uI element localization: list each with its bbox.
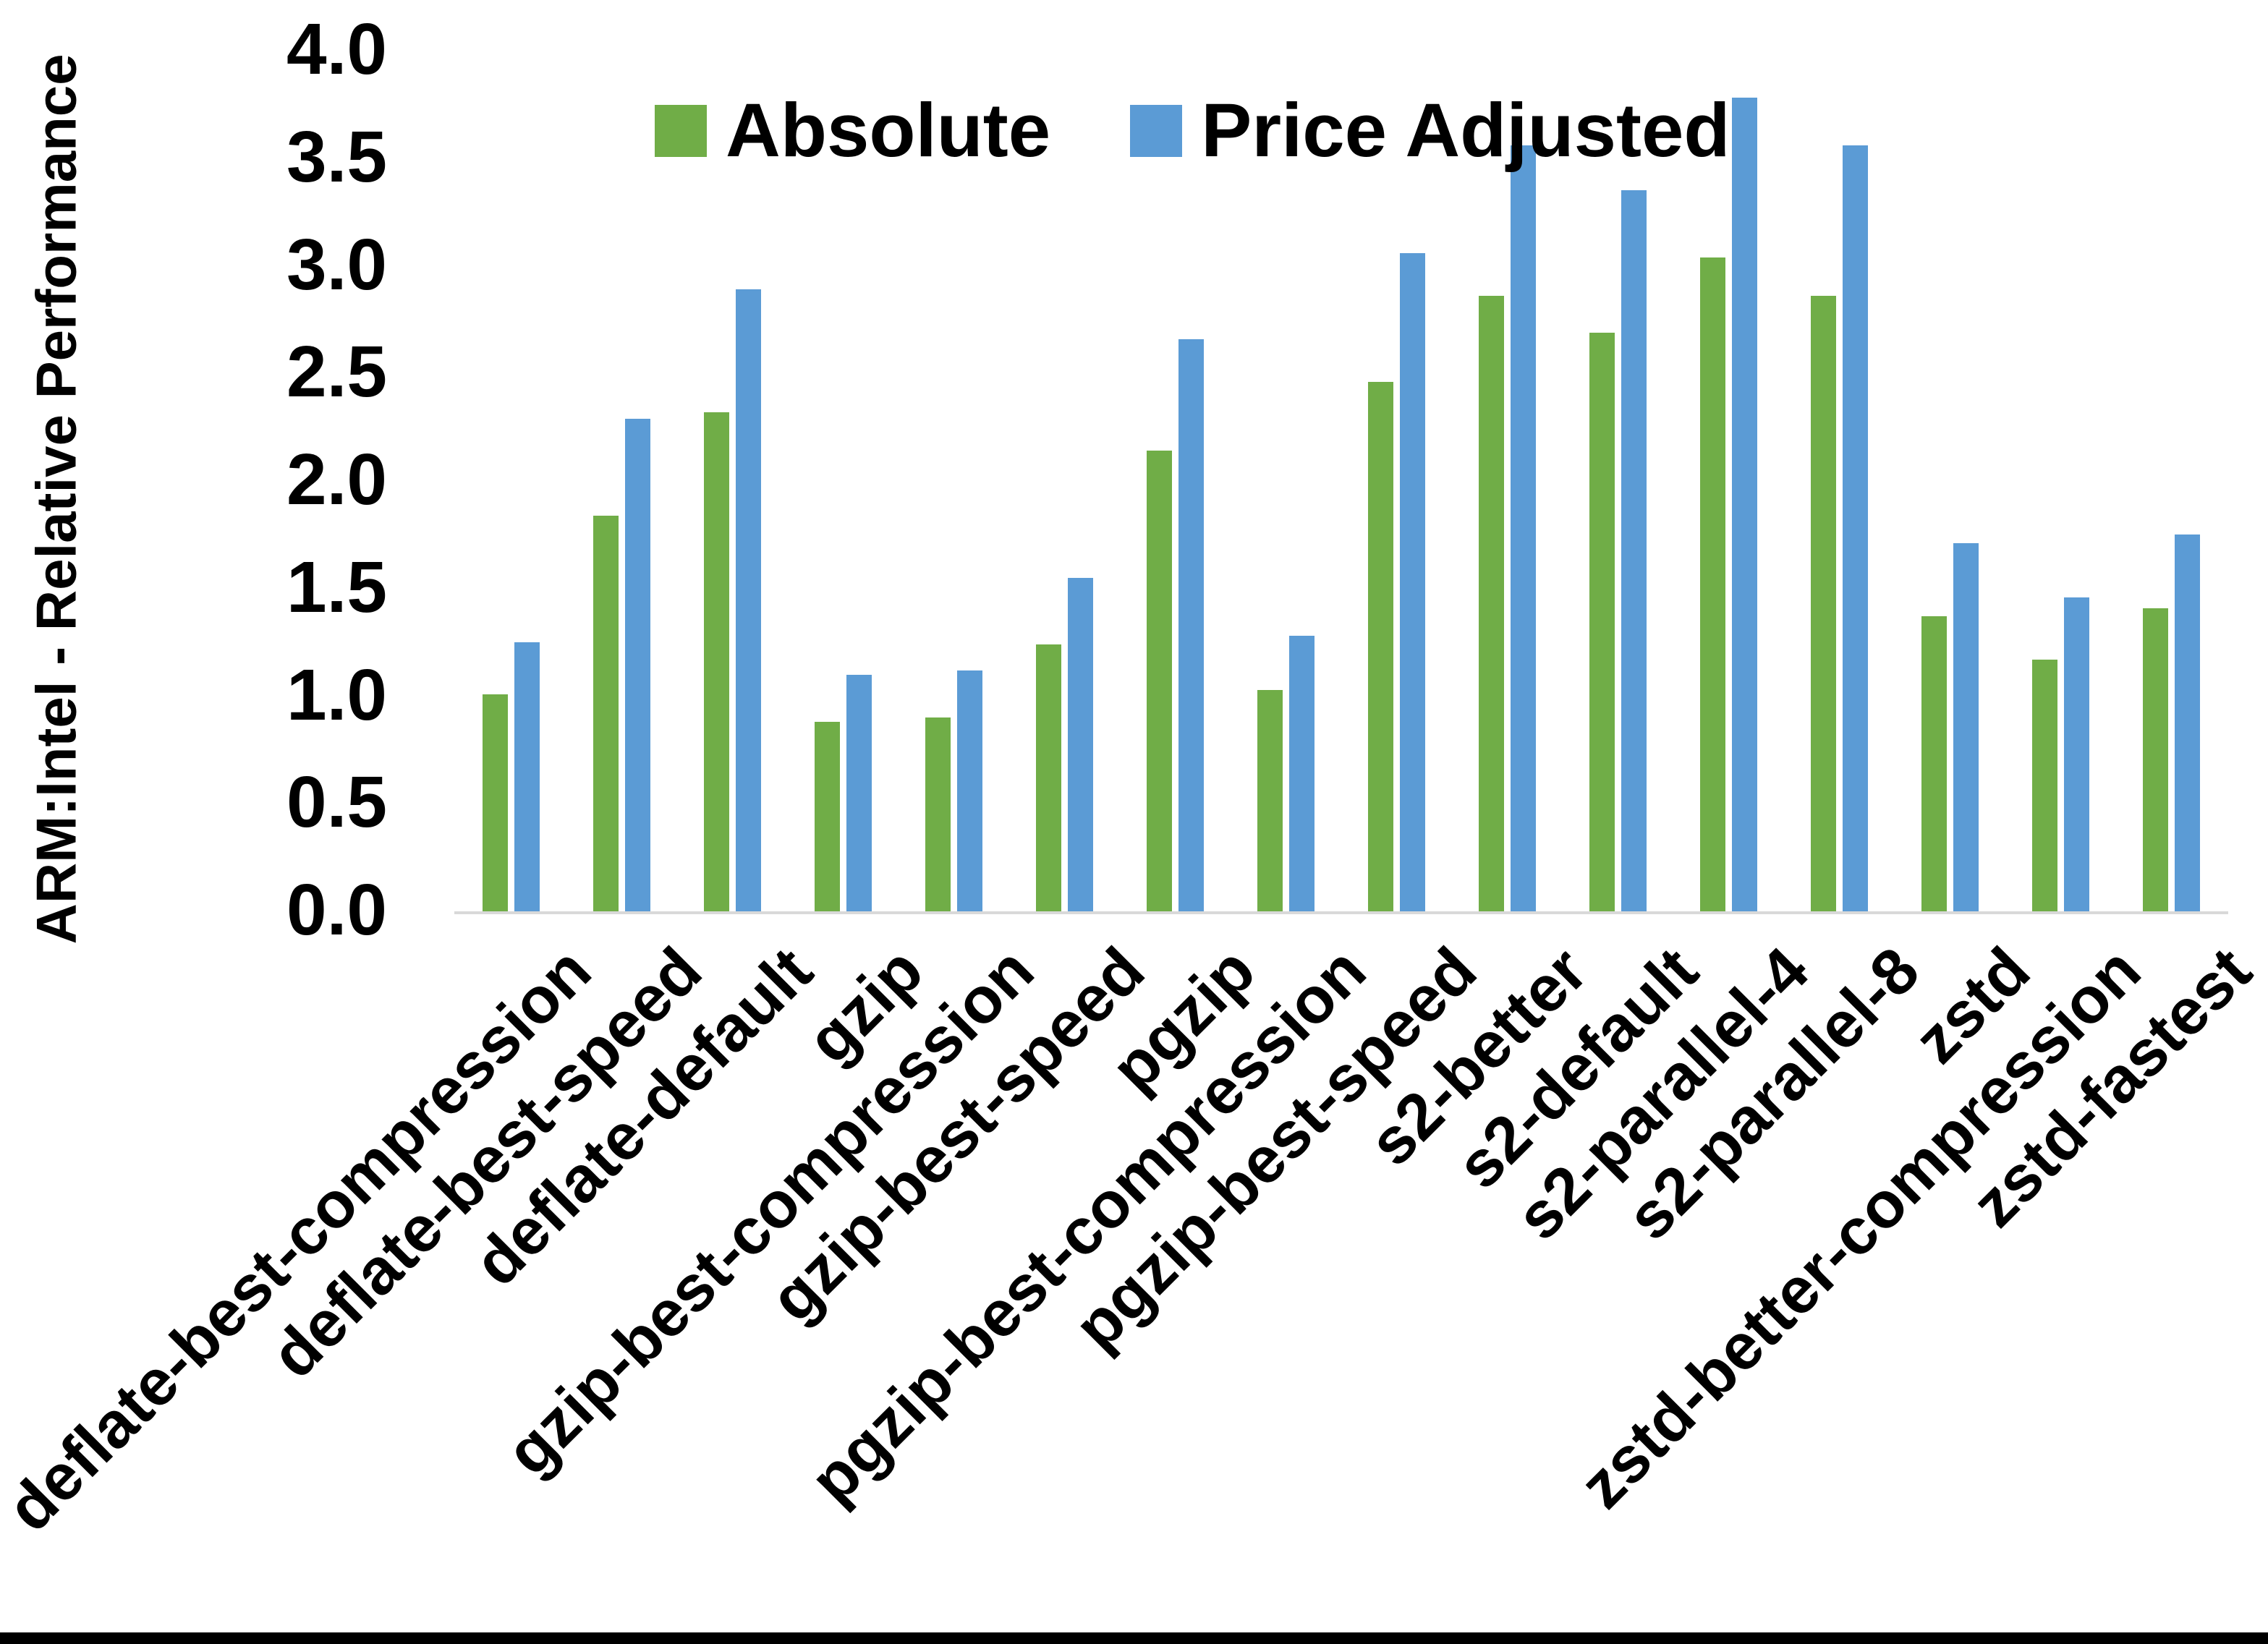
bar-price-adjusted bbox=[2175, 534, 2200, 911]
bar-absolute bbox=[1368, 382, 1393, 911]
legend-swatch-absolute bbox=[655, 104, 707, 157]
y-tick-label: 3.5 bbox=[286, 116, 387, 197]
bar-absolute bbox=[704, 412, 729, 911]
y-tick-label: 0.5 bbox=[286, 762, 387, 843]
bar-absolute bbox=[1147, 451, 1172, 911]
bar-price-adjusted bbox=[957, 670, 982, 911]
bar-price-adjusted bbox=[846, 674, 872, 911]
y-tick-label: 4.0 bbox=[286, 9, 387, 90]
y-tick-label: 3.0 bbox=[286, 223, 387, 305]
y-tick-label: 0.0 bbox=[286, 869, 387, 950]
bar-price-adjusted bbox=[1843, 145, 1868, 911]
bar-absolute bbox=[815, 722, 840, 911]
bar-absolute bbox=[593, 515, 619, 911]
legend-item-absolute: Absolute bbox=[655, 93, 1050, 169]
bar-absolute bbox=[483, 694, 508, 911]
bar-price-adjusted bbox=[625, 418, 650, 911]
y-tick-label: 1.0 bbox=[286, 654, 387, 736]
legend-label-price-adjusted: Price Adjusted bbox=[1201, 88, 1730, 173]
bar-price-adjusted bbox=[514, 642, 540, 911]
bar-price-adjusted bbox=[1511, 145, 1536, 911]
bar-price-adjusted bbox=[1068, 577, 1093, 911]
x-axis-line bbox=[454, 911, 2228, 914]
bar-absolute bbox=[1589, 332, 1615, 911]
legend-label-absolute: Absolute bbox=[726, 88, 1051, 173]
bar-price-adjusted bbox=[1732, 98, 1757, 911]
bar-absolute bbox=[2143, 608, 2168, 911]
bar-price-adjusted bbox=[1953, 543, 1979, 911]
legend-item-price-adjusted: Price Adjusted bbox=[1130, 93, 1730, 169]
y-tick-label: 2.0 bbox=[286, 439, 387, 520]
bar-price-adjusted bbox=[1400, 252, 1425, 911]
y-tick-label: 1.5 bbox=[286, 546, 387, 628]
legend: Absolute Price Adjusted bbox=[655, 93, 1730, 169]
bar-price-adjusted bbox=[2064, 597, 2089, 911]
bar-price-adjusted bbox=[736, 289, 761, 911]
bar-price-adjusted bbox=[1621, 190, 1647, 911]
bottom-border bbox=[0, 1632, 2268, 1644]
bar-absolute bbox=[2032, 659, 2057, 911]
y-tick-label: 2.5 bbox=[286, 331, 387, 413]
bar-price-adjusted bbox=[1178, 338, 1204, 911]
bar-absolute bbox=[1700, 257, 1725, 911]
bar-absolute bbox=[925, 717, 951, 911]
bar-absolute bbox=[1257, 689, 1283, 911]
bar-absolute bbox=[1036, 644, 1061, 911]
legend-swatch-price-adjusted bbox=[1130, 104, 1183, 157]
bar-absolute bbox=[1811, 296, 1836, 911]
bar-absolute bbox=[1479, 296, 1504, 911]
bar-absolute bbox=[1921, 616, 1947, 911]
bar-price-adjusted bbox=[1289, 636, 1314, 911]
